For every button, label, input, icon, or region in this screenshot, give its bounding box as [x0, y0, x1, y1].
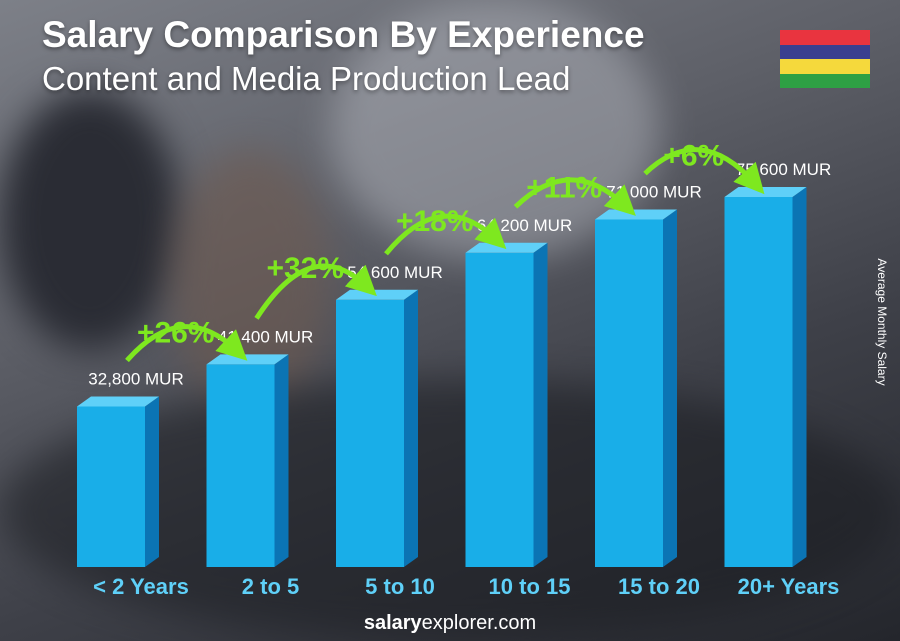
change-arrow	[643, 147, 765, 195]
page-title: Salary Comparison By Experience	[42, 14, 645, 55]
bar	[77, 406, 145, 567]
category-label: 15 to 20	[618, 574, 700, 599]
bar-top	[336, 289, 418, 300]
footer-brand[interactable]: salaryexplorer.com	[0, 612, 900, 635]
category-label: < 2 Years	[93, 574, 189, 599]
category-label: 2 to 5	[242, 574, 299, 599]
category-label: 10 to 15	[489, 574, 571, 599]
category-label: 5 to 10	[365, 574, 435, 599]
footer-brand-rest: explorer.com	[421, 612, 537, 634]
bar	[595, 219, 663, 567]
bar-side	[404, 289, 418, 567]
bar-side	[533, 242, 548, 568]
change-arrow	[125, 324, 248, 363]
bar	[206, 364, 275, 567]
bar	[724, 197, 793, 567]
bar-top	[77, 396, 159, 407]
bar-side	[792, 187, 807, 567]
flag-stripe-green	[780, 73, 870, 88]
category-label: 20+ Years	[738, 574, 840, 599]
change-arrow	[513, 177, 636, 216]
bar	[336, 299, 404, 567]
bar	[465, 252, 534, 568]
bar-top	[724, 187, 807, 197]
flag-stripe-yellow	[780, 59, 870, 74]
footer-brand-bold: salary	[363, 612, 422, 634]
change-label: +32%	[266, 252, 344, 285]
value-label: 32,800 MUR	[88, 369, 183, 388]
bar-side	[145, 396, 159, 567]
page-subtitle: Content and Media Production Lead	[42, 60, 571, 97]
change-label: +6%	[663, 140, 724, 173]
change-label: +11%	[526, 172, 602, 205]
bar-side	[274, 354, 289, 567]
flag-stripe-red	[780, 30, 870, 45]
flag-stripe-blue	[780, 44, 870, 59]
country-flag	[780, 30, 870, 88]
change-label: +26%	[137, 316, 215, 349]
change-label: +18%	[396, 205, 474, 238]
bar-top	[206, 354, 289, 365]
change-arrow	[254, 263, 377, 320]
change-arrow	[384, 213, 507, 256]
bar-top	[595, 209, 677, 220]
bar-top	[465, 242, 548, 253]
background-person-shape	[0, 90, 180, 350]
bar-side	[663, 209, 677, 567]
